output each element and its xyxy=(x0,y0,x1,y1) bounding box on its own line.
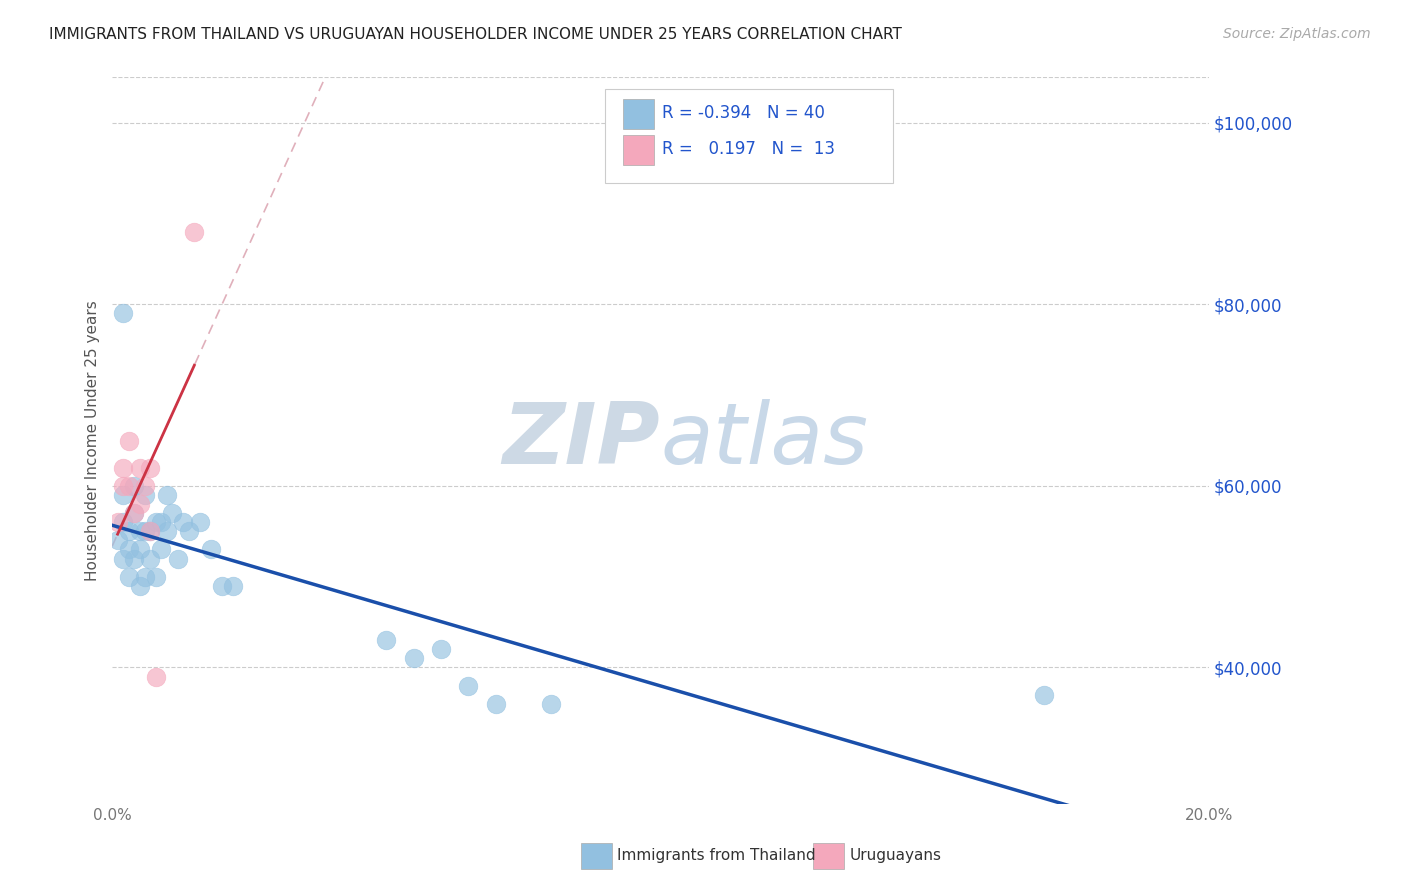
Point xyxy=(134,479,156,493)
Point xyxy=(200,542,222,557)
Point xyxy=(139,524,162,539)
Point xyxy=(145,570,167,584)
Point xyxy=(430,642,453,657)
Point xyxy=(112,479,135,493)
Point xyxy=(167,551,190,566)
Point xyxy=(139,551,162,566)
Point xyxy=(150,542,173,557)
Point xyxy=(112,460,135,475)
Point xyxy=(122,479,145,493)
Point xyxy=(128,497,150,511)
Text: R =   0.197   N =  13: R = 0.197 N = 13 xyxy=(662,140,835,158)
Point xyxy=(117,434,139,448)
Point xyxy=(162,506,184,520)
Text: R = -0.394   N = 40: R = -0.394 N = 40 xyxy=(662,104,825,122)
Point xyxy=(183,225,205,239)
Point xyxy=(122,506,145,520)
Point xyxy=(150,515,173,529)
Point xyxy=(156,488,179,502)
Text: atlas: atlas xyxy=(661,399,869,482)
Point xyxy=(485,697,508,711)
Text: Uruguayans: Uruguayans xyxy=(849,848,941,863)
Point xyxy=(134,570,156,584)
Point xyxy=(457,679,479,693)
Point xyxy=(128,579,150,593)
Point xyxy=(134,524,156,539)
Point xyxy=(375,633,398,648)
Point xyxy=(128,460,150,475)
Text: IMMIGRANTS FROM THAILAND VS URUGUAYAN HOUSEHOLDER INCOME UNDER 25 YEARS CORRELAT: IMMIGRANTS FROM THAILAND VS URUGUAYAN HO… xyxy=(49,27,903,42)
Point xyxy=(128,524,150,539)
Point xyxy=(540,697,562,711)
Point xyxy=(1033,688,1056,702)
Point xyxy=(134,488,156,502)
Point xyxy=(122,506,145,520)
Point xyxy=(139,524,162,539)
Point xyxy=(145,669,167,683)
Point xyxy=(139,460,162,475)
Point xyxy=(117,479,139,493)
Point xyxy=(117,524,139,539)
Point xyxy=(402,651,425,665)
Y-axis label: Householder Income Under 25 years: Householder Income Under 25 years xyxy=(86,300,100,581)
Point xyxy=(211,579,233,593)
Text: Source: ZipAtlas.com: Source: ZipAtlas.com xyxy=(1223,27,1371,41)
Point xyxy=(172,515,194,529)
Point xyxy=(145,515,167,529)
Point xyxy=(222,579,245,593)
Point xyxy=(107,533,129,548)
Text: Immigrants from Thailand: Immigrants from Thailand xyxy=(617,848,815,863)
Point xyxy=(117,570,139,584)
Point xyxy=(112,306,135,320)
Point xyxy=(112,515,135,529)
Point xyxy=(128,542,150,557)
Point xyxy=(122,551,145,566)
Point xyxy=(177,524,200,539)
Point xyxy=(112,488,135,502)
Point xyxy=(188,515,211,529)
Text: ZIP: ZIP xyxy=(503,399,661,482)
Point xyxy=(156,524,179,539)
Point xyxy=(107,515,129,529)
Point xyxy=(117,542,139,557)
Point xyxy=(112,551,135,566)
